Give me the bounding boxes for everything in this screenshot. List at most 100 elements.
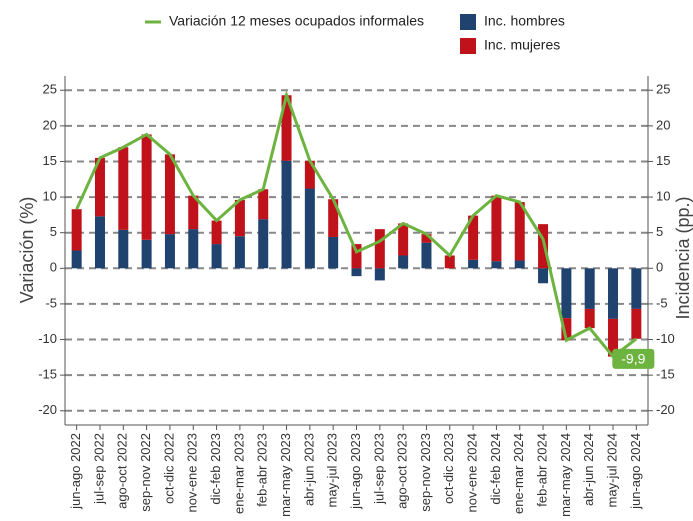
x-tick-label: sep-nov 2022 — [138, 433, 153, 512]
bar — [608, 318, 619, 357]
bar — [468, 215, 479, 260]
y2-tick-label: 5 — [656, 224, 663, 239]
y-tick-label: 20 — [43, 117, 57, 132]
bar — [491, 261, 502, 269]
bar — [421, 234, 432, 243]
data-label: -9,9 — [621, 351, 645, 367]
bar — [281, 160, 292, 269]
bar — [328, 199, 339, 237]
bar — [631, 268, 642, 309]
x-tick-label: oct-dic 2023 — [441, 433, 456, 504]
bar — [491, 195, 502, 262]
x-tick-label: jun-ago 2023 — [348, 433, 363, 510]
y2-tick-label: -5 — [656, 295, 668, 310]
bar — [538, 224, 549, 269]
x-tick-label: jun-ago 2024 — [628, 433, 643, 510]
y2-tick-label: 10 — [656, 189, 670, 204]
bar — [258, 219, 269, 269]
x-tick-label: mar-may 2024 — [558, 433, 573, 517]
bar — [188, 229, 199, 269]
x-tick-label: nov-ene 2024 — [465, 433, 480, 513]
y-tick-label: -10 — [38, 331, 57, 346]
bar — [188, 195, 199, 230]
x-tick-label: feb-abr 2024 — [534, 433, 549, 507]
legend-swatch — [460, 38, 476, 54]
x-tick-label: ene-mar 2024 — [511, 433, 526, 514]
y-tick-label: -20 — [38, 402, 57, 417]
x-tick-label: nov-ene 2023 — [185, 433, 200, 513]
x-tick-label: dic-feb 2024 — [488, 433, 503, 505]
bar — [94, 216, 105, 269]
x-tick-label: ago-oct 2022 — [115, 433, 130, 509]
x-tick-label: may-jul 2023 — [325, 433, 340, 507]
y2-tick-label: -20 — [656, 402, 675, 417]
bar — [351, 268, 362, 277]
bar — [234, 236, 245, 269]
bar — [398, 223, 409, 256]
y-tick-label: 25 — [43, 82, 57, 97]
bar — [234, 199, 245, 237]
x-tick-label: may-jul 2024 — [604, 433, 619, 507]
bar — [608, 268, 619, 319]
legend-label: Variación 12 meses ocupados informales — [169, 13, 424, 29]
legend-label: Inc. hombres — [484, 13, 565, 29]
bar — [398, 255, 409, 269]
y-tick-label: 10 — [43, 189, 57, 204]
y-tick-label: 0 — [50, 260, 57, 275]
y-axis-title: Variación (%) — [17, 197, 37, 304]
y-tick-label: 5 — [50, 224, 57, 239]
x-tick-label: jul-sep 2023 — [371, 433, 386, 505]
y2-tick-label: 25 — [656, 82, 670, 97]
bar — [444, 255, 455, 269]
bar — [211, 244, 222, 269]
y2-tick-label: -15 — [656, 367, 675, 382]
data-label-box — [612, 348, 655, 369]
bar — [118, 229, 129, 269]
bar — [281, 95, 292, 161]
bar — [141, 239, 152, 269]
bar — [584, 268, 595, 309]
bar — [164, 234, 175, 269]
y2-tick-label: 20 — [656, 117, 670, 132]
line — [75, 90, 638, 359]
bar — [374, 229, 385, 269]
bar — [421, 242, 432, 269]
bar — [514, 260, 525, 269]
bar — [304, 160, 315, 189]
bar — [468, 259, 479, 269]
x-tick-label: jul-sep 2022 — [91, 433, 106, 505]
y2-axis-title: Incidencia (pp.) — [673, 196, 693, 319]
bar — [164, 154, 175, 235]
x-tick-label: abr-jun 2024 — [581, 433, 596, 506]
bar — [514, 202, 525, 261]
bar — [351, 244, 362, 269]
bar — [258, 189, 269, 220]
bar — [561, 318, 572, 341]
bar — [141, 134, 152, 240]
bar — [631, 308, 642, 339]
x-tick-label: mar-may 2023 — [278, 433, 293, 517]
legend-swatch — [460, 14, 476, 30]
x-tick-label: oct-dic 2022 — [161, 433, 176, 504]
bar — [94, 157, 105, 217]
bar — [211, 220, 222, 245]
y2-tick-label: 15 — [656, 153, 670, 168]
bar — [71, 209, 82, 251]
bar — [304, 188, 315, 269]
bar — [118, 147, 129, 230]
x-tick-label: ago-oct 2023 — [395, 433, 410, 509]
y-tick-label: 15 — [43, 153, 57, 168]
bar — [538, 268, 549, 284]
x-tick-label: dic-feb 2023 — [208, 433, 223, 505]
bar — [71, 250, 82, 269]
y2-tick-label: 0 — [656, 260, 663, 275]
x-tick-label: feb-abr 2023 — [255, 433, 270, 507]
bar — [328, 236, 339, 269]
bar — [584, 308, 595, 329]
y-tick-label: -15 — [38, 367, 57, 382]
x-tick-label: sep-nov 2023 — [418, 433, 433, 512]
y2-tick-label: -10 — [656, 331, 675, 346]
x-tick-label: jun-ago 2022 — [68, 433, 83, 510]
x-tick-label: ene-mar 2023 — [231, 433, 246, 514]
